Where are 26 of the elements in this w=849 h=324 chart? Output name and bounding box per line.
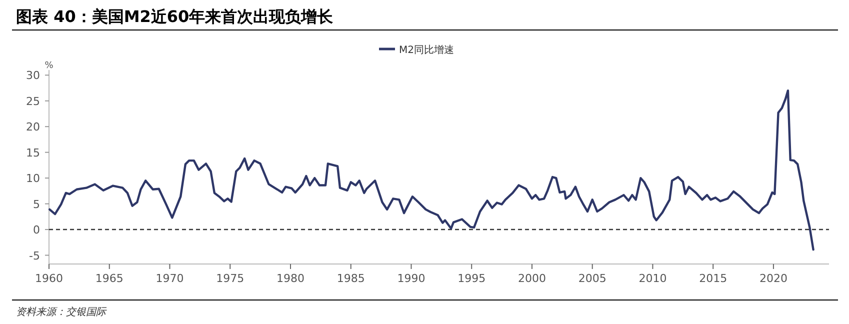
legend-label: M2同比增速 bbox=[399, 44, 454, 56]
y-tick-label: -5 bbox=[29, 249, 40, 262]
x-tick-label: 2020 bbox=[759, 272, 788, 285]
x-tick-label: 1975 bbox=[216, 272, 244, 285]
x-tick-label: 2015 bbox=[699, 272, 728, 285]
text: 资料来源：交银国际 bbox=[16, 306, 107, 318]
y-tick-label: 25 bbox=[26, 94, 40, 108]
chart-title: 图表 40：美国M2近60年来首次出现负增长 bbox=[16, 7, 334, 26]
y-tick-label: 15 bbox=[26, 146, 40, 160]
x-tick-label: 2010 bbox=[638, 272, 667, 285]
y-tick-label: 10 bbox=[26, 172, 40, 186]
x-tick-label: 2000 bbox=[518, 272, 546, 285]
x-tick-label: 1985 bbox=[336, 272, 365, 285]
line-series bbox=[48, 89, 814, 251]
x-tick-label: 1960 bbox=[35, 272, 63, 285]
y-tick-label: 0 bbox=[33, 224, 40, 237]
x-tick-label: 2005 bbox=[578, 272, 606, 285]
x-tick-label: 1970 bbox=[156, 272, 184, 285]
y-axis-title: % bbox=[44, 61, 54, 71]
y-tick-label: 20 bbox=[26, 120, 40, 134]
x-tick-label: 1965 bbox=[95, 272, 124, 285]
y-tick-label: 30 bbox=[26, 69, 40, 82]
x-tick-label: 1995 bbox=[458, 272, 486, 285]
x-tick-label: 1990 bbox=[397, 272, 426, 285]
y-tick-label: 5 bbox=[33, 198, 40, 211]
x-tick-label: 1980 bbox=[276, 272, 304, 285]
